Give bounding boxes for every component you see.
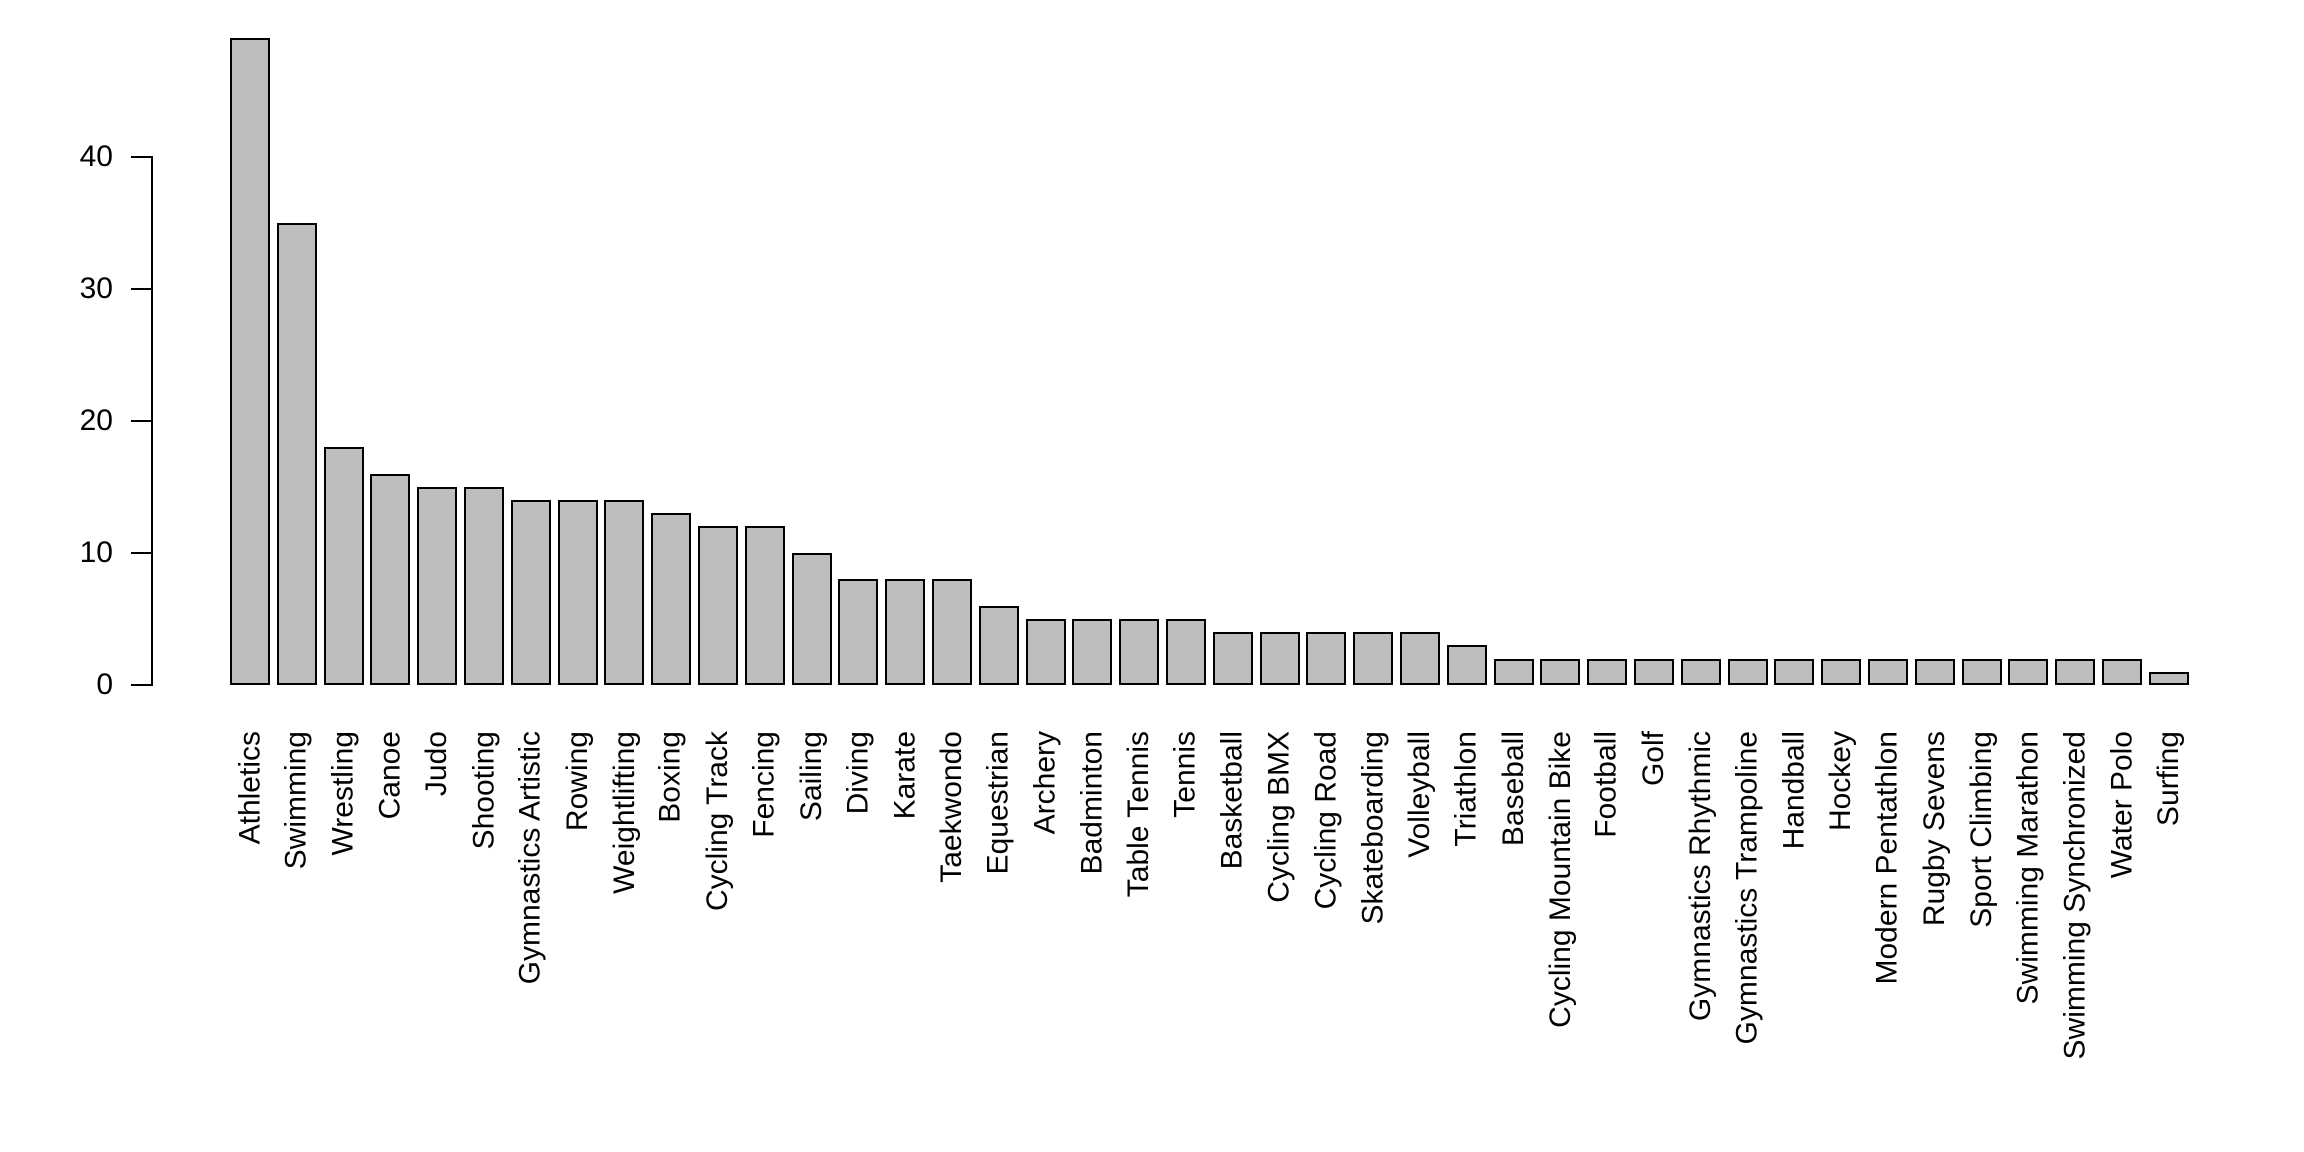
x-tick-label-rowing: Rowing bbox=[560, 731, 594, 832]
x-tick-label-boxing: Boxing bbox=[654, 731, 688, 823]
x-tick-label-judo: Judo bbox=[420, 731, 454, 797]
bar-cycling-mountain-bike bbox=[1540, 659, 1581, 685]
y-tick-label: 20 bbox=[79, 403, 113, 437]
x-tick-label-basketball: Basketball bbox=[1215, 731, 1249, 870]
bar-diving bbox=[838, 579, 879, 685]
bar-skateboarding bbox=[1353, 632, 1394, 685]
x-tick-label-rugby-sevens: Rugby Sevens bbox=[1917, 731, 1951, 927]
bar-rugby-sevens bbox=[1914, 659, 1955, 685]
bar-cycling-road bbox=[1306, 632, 1347, 685]
bar-canoe bbox=[370, 474, 411, 685]
bar-rowing bbox=[557, 500, 598, 685]
x-tick-label-swimming: Swimming bbox=[279, 731, 313, 870]
x-tick-label-canoe: Canoe bbox=[373, 731, 407, 820]
x-tick-label-archery: Archery bbox=[1028, 731, 1062, 835]
bar-surfing bbox=[2148, 672, 2189, 685]
bar-hockey bbox=[1821, 659, 1862, 685]
y-tick-mark bbox=[131, 287, 151, 290]
x-tick-label-sailing: Sailing bbox=[794, 731, 828, 822]
x-tick-label-fencing: Fencing bbox=[747, 731, 781, 838]
y-tick-label: 10 bbox=[79, 535, 113, 569]
bar-sailing bbox=[791, 553, 832, 685]
y-tick-label: 0 bbox=[96, 668, 113, 701]
bar-football bbox=[1587, 659, 1628, 685]
y-tick-label: 40 bbox=[79, 139, 113, 173]
y-axis-line bbox=[151, 155, 153, 686]
y-tick-mark bbox=[131, 684, 151, 686]
bar-gymnastics-artistic bbox=[510, 500, 551, 685]
x-tick-label-gymnastics-trampoline: Gymnastics Trampoline bbox=[1730, 731, 1764, 1045]
x-tick-label-badminton: Badminton bbox=[1075, 731, 1109, 875]
bar-water-polo bbox=[2102, 659, 2142, 685]
bar-weightlifting bbox=[604, 500, 645, 685]
bar-modern-pentathlon bbox=[1868, 659, 1908, 685]
bar-swimming-marathon bbox=[2008, 659, 2049, 685]
bar-gymnastics-trampoline bbox=[1727, 659, 1768, 685]
x-tick-label-surfing: Surfing bbox=[2151, 731, 2185, 827]
x-tick-label-athletics: Athletics bbox=[233, 731, 266, 845]
x-tick-label-equestrian: Equestrian bbox=[981, 731, 1015, 875]
x-tick-label-football: Football bbox=[1590, 731, 1624, 838]
x-tick-label-baseball: Baseball bbox=[1496, 731, 1530, 847]
bar-handball bbox=[1774, 659, 1815, 685]
bar-volleyball bbox=[1400, 632, 1440, 685]
x-tick-label-triathlon: Triathlon bbox=[1449, 731, 1483, 847]
x-tick-label-table-tennis: Table Tennis bbox=[1122, 731, 1156, 898]
bar-swimming bbox=[276, 223, 317, 685]
bar-golf bbox=[1634, 659, 1674, 685]
x-tick-label-sport-climbing: Sport Climbing bbox=[1964, 731, 1998, 928]
bar-swimming-synchronized bbox=[2055, 659, 2096, 685]
bar-baseball bbox=[1493, 659, 1534, 685]
bar-judo bbox=[417, 487, 458, 685]
x-tick-label-shooting: Shooting bbox=[467, 731, 500, 850]
x-tick-label-diving: Diving bbox=[841, 731, 875, 815]
bar-cycling-track bbox=[698, 526, 738, 685]
x-tick-label-gymnastics-rhythmic: Gymnastics Rhythmic bbox=[1683, 731, 1717, 1022]
y-tick-mark bbox=[131, 551, 151, 554]
x-tick-label-cycling-track: Cycling Track bbox=[701, 731, 734, 912]
x-tick-label-gymnastics-artistic: Gymnastics Artistic bbox=[513, 731, 547, 985]
y-tick-mark bbox=[131, 155, 151, 158]
bar-tennis bbox=[1166, 619, 1206, 685]
bar-taekwondo bbox=[932, 579, 972, 685]
x-tick-label-karate: Karate bbox=[888, 731, 922, 820]
x-tick-label-volleyball: Volleyball bbox=[1403, 731, 1436, 858]
x-tick-label-handball: Handball bbox=[1777, 731, 1811, 850]
bar-boxing bbox=[651, 513, 692, 685]
x-tick-label-swimming-synchronized: Swimming Synchronized bbox=[2058, 731, 2092, 1060]
bar-cycling-bmx bbox=[1259, 632, 1300, 685]
bar-fencing bbox=[744, 526, 785, 685]
bar-triathlon bbox=[1446, 645, 1487, 685]
x-tick-label-hockey: Hockey bbox=[1824, 731, 1858, 832]
bar-equestrian bbox=[978, 606, 1019, 685]
x-tick-label-golf: Golf bbox=[1637, 731, 1670, 787]
bar-table-tennis bbox=[1119, 619, 1160, 685]
bar-athletics bbox=[230, 38, 270, 685]
bar-sport-climbing bbox=[1961, 659, 2002, 685]
x-tick-label-tennis: Tennis bbox=[1169, 731, 1202, 818]
x-tick-label-cycling-bmx: Cycling BMX bbox=[1262, 731, 1296, 903]
bar-shooting bbox=[464, 487, 504, 685]
bar-wrestling bbox=[323, 447, 364, 685]
y-tick-mark bbox=[131, 419, 151, 422]
bar-basketball bbox=[1212, 632, 1253, 685]
x-tick-label-cycling-road: Cycling Road bbox=[1309, 731, 1343, 910]
bar-badminton bbox=[1072, 619, 1113, 685]
bar-archery bbox=[1025, 619, 1066, 685]
x-tick-label-modern-pentathlon: Modern Pentathlon bbox=[1871, 731, 1904, 985]
x-tick-label-swimming-marathon: Swimming Marathon bbox=[2011, 731, 2045, 1005]
x-tick-label-wrestling: Wrestling bbox=[326, 731, 360, 856]
x-tick-label-water-polo: Water Polo bbox=[2105, 731, 2138, 879]
x-tick-label-taekwondo: Taekwondo bbox=[935, 731, 968, 883]
bar-gymnastics-rhythmic bbox=[1680, 659, 1721, 685]
x-tick-label-skateboarding: Skateboarding bbox=[1356, 731, 1390, 925]
bar-karate bbox=[885, 579, 926, 685]
y-tick-label: 30 bbox=[79, 271, 113, 305]
x-tick-label-weightlifting: Weightlifting bbox=[607, 731, 641, 894]
x-tick-label-cycling-mountain-bike: Cycling Mountain Bike bbox=[1543, 731, 1577, 1028]
